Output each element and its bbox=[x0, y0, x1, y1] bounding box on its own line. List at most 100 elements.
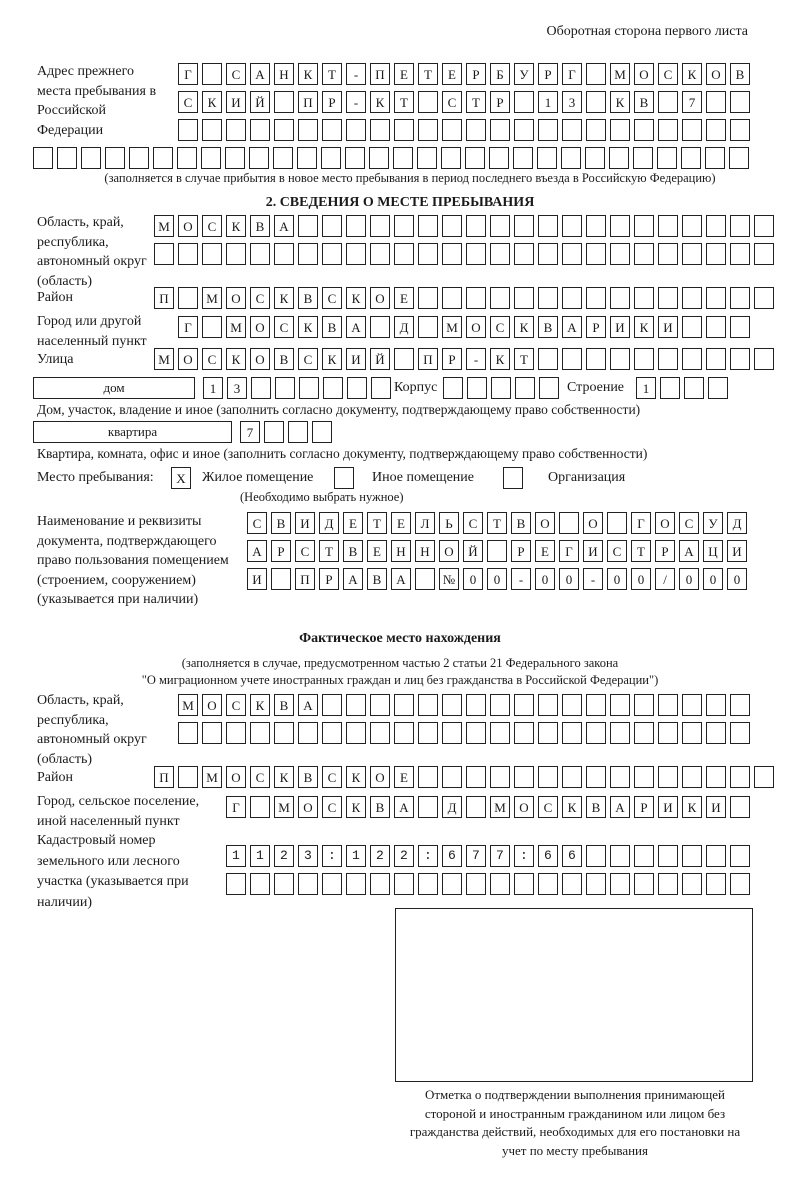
char-cell[interactable] bbox=[226, 873, 246, 895]
char-cell[interactable] bbox=[466, 694, 486, 716]
char-cell[interactable] bbox=[610, 287, 630, 309]
char-cell[interactable] bbox=[225, 147, 245, 169]
char-cell[interactable] bbox=[538, 766, 558, 788]
char-cell[interactable]: О bbox=[370, 287, 390, 309]
char-cell[interactable] bbox=[559, 512, 579, 534]
char-cell[interactable]: - bbox=[346, 63, 366, 85]
char-cell[interactable]: 3 bbox=[562, 91, 582, 113]
char-cell[interactable]: С bbox=[322, 766, 342, 788]
char-cell[interactable] bbox=[298, 243, 318, 265]
char-cell[interactable]: Н bbox=[391, 540, 411, 562]
char-cell[interactable]: Р bbox=[586, 316, 606, 338]
char-cell[interactable] bbox=[178, 243, 198, 265]
char-cell[interactable] bbox=[706, 845, 726, 867]
char-cell[interactable]: С bbox=[322, 796, 342, 818]
char-cell[interactable]: Т bbox=[514, 348, 534, 370]
stay-residential-checkbox[interactable]: Х bbox=[171, 467, 191, 489]
char-cell[interactable]: С bbox=[202, 215, 222, 237]
char-cell[interactable] bbox=[323, 377, 343, 399]
char-cell[interactable]: П bbox=[154, 766, 174, 788]
char-cell[interactable] bbox=[264, 421, 284, 443]
char-cell[interactable]: Т bbox=[466, 91, 486, 113]
char-cell[interactable] bbox=[57, 147, 77, 169]
char-cell[interactable] bbox=[250, 119, 270, 141]
char-cell[interactable]: И bbox=[583, 540, 603, 562]
char-cell[interactable] bbox=[466, 873, 486, 895]
char-cell[interactable]: 0 bbox=[463, 568, 483, 590]
char-cell[interactable] bbox=[658, 766, 678, 788]
char-cell[interactable] bbox=[273, 147, 293, 169]
char-cell[interactable]: И bbox=[658, 316, 678, 338]
char-cell[interactable] bbox=[418, 287, 438, 309]
char-cell[interactable]: Г bbox=[178, 316, 198, 338]
char-cell[interactable]: С bbox=[322, 287, 342, 309]
char-cell[interactable] bbox=[610, 873, 630, 895]
char-cell[interactable] bbox=[178, 287, 198, 309]
char-cell[interactable]: № bbox=[439, 568, 459, 590]
char-cell[interactable] bbox=[754, 766, 774, 788]
char-cell[interactable]: И bbox=[727, 540, 747, 562]
char-cell[interactable]: 3 bbox=[227, 377, 247, 399]
char-cell[interactable] bbox=[706, 316, 726, 338]
char-cell[interactable]: В bbox=[250, 215, 270, 237]
char-cell[interactable]: О bbox=[178, 215, 198, 237]
char-cell[interactable] bbox=[586, 63, 606, 85]
char-cell[interactable] bbox=[394, 873, 414, 895]
apartment-type-field[interactable]: квартира bbox=[33, 421, 232, 443]
char-cell[interactable] bbox=[442, 845, 462, 867]
char-cell[interactable]: К bbox=[202, 91, 222, 113]
char-cell[interactable] bbox=[347, 377, 367, 399]
char-cell[interactable]: О bbox=[178, 348, 198, 370]
char-cell[interactable] bbox=[226, 722, 246, 744]
char-cell[interactable]: О bbox=[634, 63, 654, 85]
char-cell[interactable] bbox=[562, 287, 582, 309]
char-cell[interactable] bbox=[250, 796, 270, 818]
char-cell[interactable] bbox=[33, 147, 53, 169]
char-cell[interactable]: Й bbox=[370, 348, 390, 370]
char-cell[interactable]: А bbox=[250, 63, 270, 85]
char-cell[interactable] bbox=[682, 845, 702, 867]
char-cell[interactable]: Н bbox=[415, 540, 435, 562]
char-cell[interactable] bbox=[441, 147, 461, 169]
char-cell[interactable] bbox=[322, 873, 342, 895]
char-cell[interactable]: Р bbox=[466, 63, 486, 85]
char-cell[interactable] bbox=[298, 119, 318, 141]
char-cell[interactable]: А bbox=[298, 694, 318, 716]
char-cell[interactable] bbox=[443, 377, 463, 399]
char-cell[interactable]: С bbox=[247, 512, 267, 534]
char-cell[interactable] bbox=[251, 377, 271, 399]
char-cell[interactable]: П bbox=[418, 348, 438, 370]
char-cell[interactable] bbox=[250, 243, 270, 265]
char-cell[interactable] bbox=[178, 119, 198, 141]
char-cell[interactable]: О bbox=[298, 796, 318, 818]
char-cell[interactable]: Т bbox=[631, 540, 651, 562]
char-cell[interactable] bbox=[297, 147, 317, 169]
char-cell[interactable] bbox=[682, 348, 702, 370]
char-cell[interactable]: К bbox=[274, 287, 294, 309]
char-cell[interactable] bbox=[490, 215, 510, 237]
char-cell[interactable] bbox=[322, 215, 342, 237]
char-cell[interactable] bbox=[658, 348, 678, 370]
char-cell[interactable] bbox=[730, 845, 750, 867]
char-cell[interactable]: И bbox=[706, 796, 726, 818]
char-cell[interactable] bbox=[442, 243, 462, 265]
char-cell[interactable]: П bbox=[298, 91, 318, 113]
char-cell[interactable] bbox=[466, 215, 486, 237]
char-cell[interactable] bbox=[562, 119, 582, 141]
char-cell[interactable]: Й bbox=[250, 91, 270, 113]
char-cell[interactable] bbox=[586, 243, 606, 265]
char-cell[interactable] bbox=[490, 119, 510, 141]
char-cell[interactable]: А bbox=[346, 316, 366, 338]
char-cell[interactable] bbox=[682, 287, 702, 309]
char-cell[interactable] bbox=[129, 147, 149, 169]
char-cell[interactable] bbox=[466, 287, 486, 309]
char-cell[interactable] bbox=[442, 873, 462, 895]
char-cell[interactable] bbox=[514, 119, 534, 141]
char-cell[interactable]: Р bbox=[271, 540, 291, 562]
char-cell[interactable] bbox=[442, 694, 462, 716]
char-cell[interactable]: К bbox=[682, 796, 702, 818]
char-cell[interactable]: В bbox=[511, 512, 531, 534]
char-cell[interactable] bbox=[658, 91, 678, 113]
char-cell[interactable] bbox=[394, 243, 414, 265]
char-cell[interactable] bbox=[346, 119, 366, 141]
